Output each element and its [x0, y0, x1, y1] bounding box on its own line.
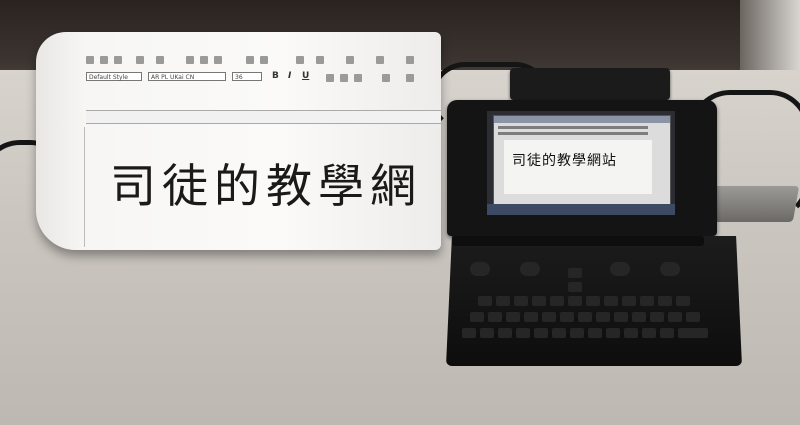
screen-toolbar — [498, 126, 648, 129]
font-dropdown: AR PL UKai CN — [148, 72, 226, 81]
italic-icon: I — [288, 71, 292, 81]
page-margin-line — [84, 127, 85, 247]
help-icon — [406, 56, 414, 64]
printed-paper: Default Style AR PL UKai CN 36 B I U 司徒的… — [36, 32, 441, 250]
align-right-icon — [354, 74, 362, 82]
key — [624, 328, 638, 338]
key — [560, 312, 574, 322]
key — [658, 296, 672, 306]
screen-headline: 司徒的教學網站 — [512, 153, 617, 169]
right-cable — [690, 90, 800, 220]
printed-icon-row — [76, 54, 436, 66]
enter-key — [678, 328, 708, 338]
center-key-2 — [568, 282, 582, 292]
copy-icon — [200, 56, 208, 64]
printed-toolbar: Default Style AR PL UKai CN 36 B I U — [76, 40, 436, 120]
key — [498, 328, 512, 338]
dpad-right-key — [520, 262, 540, 276]
key — [570, 328, 584, 338]
key — [660, 328, 674, 338]
action-key-1 — [610, 262, 630, 276]
table-icon — [296, 56, 304, 64]
key — [604, 296, 618, 306]
save-icon — [114, 56, 122, 64]
underline-icon: U — [302, 71, 310, 81]
printed-ruler — [86, 110, 441, 124]
key — [550, 296, 564, 306]
key — [524, 312, 538, 322]
paste-icon — [214, 56, 222, 64]
preview-icon — [156, 56, 164, 64]
key — [650, 312, 664, 322]
key — [596, 312, 610, 322]
key — [642, 328, 656, 338]
font-color-icon — [406, 74, 414, 82]
navigator-icon — [346, 56, 354, 64]
usb-dock — [702, 186, 800, 222]
printed-format-row: Default Style AR PL UKai CN 36 B I U — [76, 71, 436, 84]
align-left-icon — [326, 74, 334, 82]
key — [568, 296, 582, 306]
key — [462, 328, 476, 338]
key — [552, 328, 566, 338]
bullets-icon — [382, 74, 390, 82]
key — [480, 328, 494, 338]
power-adapter — [510, 68, 670, 100]
style-dropdown: Default Style — [86, 72, 142, 81]
device-hinge — [452, 236, 704, 246]
chart-icon — [316, 56, 324, 64]
dpad-left-key — [470, 262, 490, 276]
bold-icon: B — [272, 71, 279, 81]
center-key-1 — [568, 268, 582, 278]
screen-document: 司徒的教學網站 — [504, 140, 652, 194]
key — [668, 312, 682, 322]
key — [542, 312, 556, 322]
undo-icon — [246, 56, 254, 64]
key — [478, 296, 492, 306]
zoom-icon — [376, 56, 384, 64]
key — [514, 296, 528, 306]
key — [532, 296, 546, 306]
key — [578, 312, 592, 322]
print-icon — [136, 56, 144, 64]
screen-taskbar — [487, 204, 675, 215]
left-cable — [0, 140, 70, 220]
redo-icon — [260, 56, 268, 64]
screen-title-bar — [494, 116, 670, 123]
action-key-2 — [660, 262, 680, 276]
key — [614, 312, 628, 322]
key — [496, 296, 510, 306]
key — [640, 296, 654, 306]
key — [686, 312, 700, 322]
key — [586, 296, 600, 306]
printed-headline: 司徒的教學網 — [110, 159, 422, 213]
key — [588, 328, 602, 338]
key — [470, 312, 484, 322]
screen-editor-window: 司徒的教學網站 — [493, 115, 671, 211]
cut-icon — [186, 56, 194, 64]
align-center-icon — [340, 74, 348, 82]
open-icon — [100, 56, 108, 64]
key — [534, 328, 548, 338]
key — [606, 328, 620, 338]
size-dropdown: 36 — [232, 72, 262, 81]
key — [488, 312, 502, 322]
key — [632, 312, 646, 322]
new-doc-icon — [86, 56, 94, 64]
key — [622, 296, 636, 306]
key — [516, 328, 530, 338]
key — [676, 296, 690, 306]
key — [506, 312, 520, 322]
screen-format-bar — [498, 132, 648, 135]
